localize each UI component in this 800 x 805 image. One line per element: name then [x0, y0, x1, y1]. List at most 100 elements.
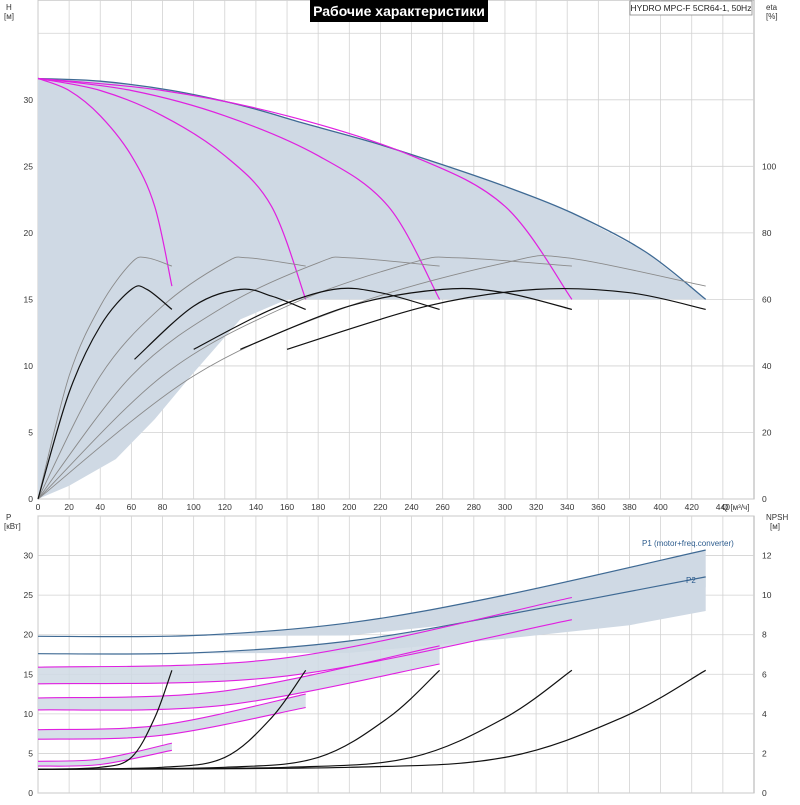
x-axis-label: Q [м³/ч]: [722, 503, 749, 512]
x-tick-label: 200: [342, 502, 356, 512]
head-chart-area: [37, 77, 707, 500]
y2-axis-label-bottom: [%]: [766, 12, 778, 21]
power-band-2: [38, 694, 306, 740]
model-label-box: [629, 0, 753, 16]
y-tick-label: 30: [24, 95, 34, 105]
x-tick-label: 80: [158, 502, 168, 512]
x-tick-label: 400: [654, 502, 668, 512]
npsh-tick-label: 4: [762, 709, 767, 719]
x-tick-label: 260: [436, 502, 450, 512]
npsh-tick-label: 6: [762, 669, 767, 679]
y2-tick-label: 0: [762, 494, 767, 504]
x-tick-label: 40: [96, 502, 106, 512]
eta-curve-gray-1: [37, 256, 173, 500]
x-tick-label: 180: [311, 502, 325, 512]
x-tick-label: 440: [716, 502, 730, 512]
x-tick-label: 20: [64, 502, 74, 512]
npsh-tick-label: 2: [762, 748, 767, 758]
operating-envelope: [38, 78, 706, 499]
power-curve-6: [37, 663, 440, 711]
power-curve-3: [37, 693, 306, 731]
y-tick-label: 0: [28, 494, 33, 504]
npsh-curve-5: [37, 669, 706, 770]
x-tick-label: 120: [218, 502, 232, 512]
p1-series-label: P1 (motor+freq.converter): [642, 539, 734, 548]
power-curve-1: [37, 742, 173, 762]
p1-curve: [37, 549, 706, 638]
x-tick-label: 60: [127, 502, 137, 512]
p-tick-label: 20: [24, 630, 34, 640]
eta-curve-black-1: [37, 285, 173, 500]
p-axis-label-top: P: [6, 513, 11, 522]
power-curve-2: [37, 749, 173, 767]
p2-band: [38, 576, 706, 655]
npsh-tick-label: 10: [762, 590, 772, 600]
y-tick-label: 5: [28, 427, 33, 437]
x-tick-label: 100: [187, 502, 201, 512]
npsh-tick-label: 0: [762, 788, 767, 798]
x-tick-label: 320: [529, 502, 543, 512]
eta-curve-black-2: [134, 288, 306, 360]
p-tick-label: 30: [24, 551, 34, 561]
y-tick-label: 15: [24, 294, 34, 304]
power-curve-8: [37, 619, 573, 685]
y2-tick-label: 100: [762, 161, 776, 171]
p1-band: [38, 550, 706, 637]
p-tick-label: 0: [28, 788, 33, 798]
eta-curve-gray-2: [37, 256, 306, 500]
head-curve-2-pumps: [37, 77, 307, 300]
y-axis-label-top: H: [6, 3, 12, 12]
npsh-tick-label: 12: [762, 551, 772, 561]
y2-tick-label: 80: [762, 228, 772, 238]
x-tick-label: 360: [591, 502, 605, 512]
chart-title: Рабочие характеристики: [313, 3, 485, 19]
p-tick-label: 5: [28, 748, 33, 758]
head-curve-4-pumps: [37, 77, 573, 300]
power-curve-5: [37, 645, 440, 699]
npsh-axis-label-bottom: [м]: [770, 522, 780, 531]
p2-curve: [37, 576, 706, 655]
y-tick-label: 20: [24, 228, 34, 238]
y2-tick-label: 40: [762, 361, 772, 371]
x-tick-label: 280: [467, 502, 481, 512]
title-background: [310, 0, 488, 22]
power-band-3: [38, 645, 440, 711]
envelope-max-curve: [37, 77, 707, 300]
y-tick-label: 10: [24, 361, 34, 371]
head-curve-1-pumps: [37, 77, 173, 287]
axis-labels: 0 20 40 60 80 100 120 140 160 180 200 220 240 260 280 3…: [24, 95, 777, 798]
p2-series-label: P2: [686, 576, 696, 585]
y-axis-label-bottom: [м]: [4, 12, 14, 21]
p-tick-label: 25: [24, 590, 34, 600]
p-tick-label: 10: [24, 709, 34, 719]
y2-axis-label-top: eta: [766, 3, 778, 12]
p-tick-label: 15: [24, 669, 34, 679]
y2-tick-label: 60: [762, 294, 772, 304]
x-tick-label: 340: [560, 502, 574, 512]
x-tick-label: 220: [373, 502, 387, 512]
eta-curve-gray-5: [37, 255, 706, 500]
eta-curve-black-4: [240, 287, 573, 350]
x-tick-label: 0: [36, 502, 41, 512]
x-tick-label: 420: [685, 502, 699, 512]
npsh-tick-label: 8: [762, 630, 767, 640]
npsh-axis-label-top: NPSH: [766, 513, 788, 522]
head-curve-3-pumps: [37, 77, 441, 300]
y-tick-label: 25: [24, 161, 34, 171]
power-curve-7: [37, 596, 573, 668]
power-band-1: [38, 743, 172, 767]
eta-curve-gray-3: [37, 256, 440, 500]
power-curve-4: [37, 706, 306, 740]
x-tick-label: 140: [249, 502, 263, 512]
model-label: HYDRO MPC-F 5CR64-1, 50Hz: [631, 3, 752, 13]
eta-curve-black-5: [286, 287, 706, 350]
power-chart-area: [37, 549, 706, 770]
x-tick-label: 380: [622, 502, 636, 512]
x-tick-label: 240: [404, 502, 418, 512]
power-band-4: [38, 597, 572, 684]
p-axis-label-bottom: [кВт]: [4, 522, 21, 531]
x-tick-label: 160: [280, 502, 294, 512]
y2-tick-label: 20: [762, 427, 772, 437]
